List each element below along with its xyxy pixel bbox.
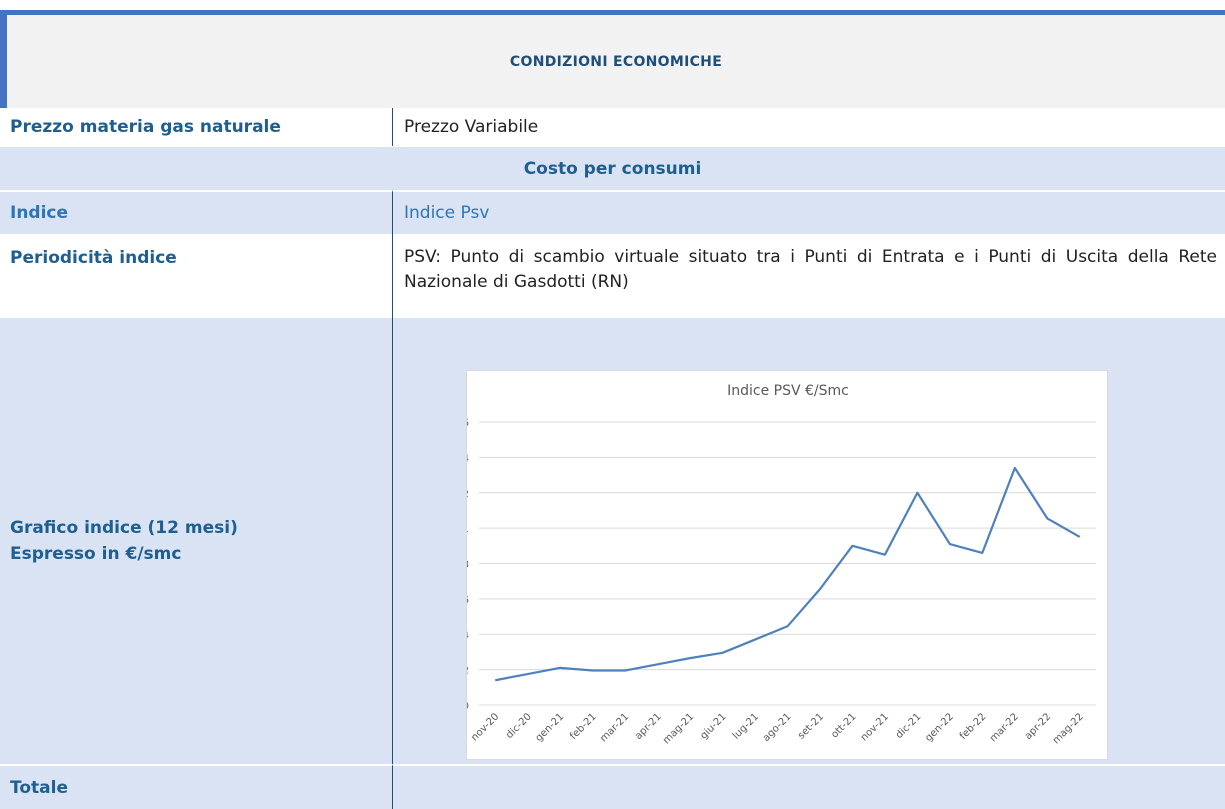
x-tick-label: dic-20: [504, 711, 534, 741]
x-tick-label: lug-21: [731, 711, 761, 741]
x-tick-label: giu-21: [698, 711, 728, 741]
row-value: PSV: Punto di scambio virtuale situato t…: [392, 234, 1225, 318]
label-line: Espresso in €/smc: [10, 544, 182, 564]
section-title: Costo per consumi: [523, 158, 702, 179]
x-tick-label: dic-21: [894, 711, 924, 741]
row-value: Indice Psv: [392, 190, 1225, 234]
x-tick-label: mar-21: [598, 711, 631, 744]
y-tick-label: 0,6: [466, 595, 469, 606]
chart-title: Indice PSV €/Smc: [727, 383, 849, 399]
x-tick-label: mar-22: [988, 711, 1021, 744]
section: Costo per consumi: [0, 146, 1225, 190]
y-tick-label: 1,2: [466, 489, 469, 500]
y-tick-label: 0: [466, 701, 469, 712]
x-tick-label: gen-22: [923, 711, 956, 744]
row-value: [392, 764, 1225, 809]
x-tick-label: feb-22: [958, 711, 989, 742]
chart: Indice PSV €/Smc 0 0,2 0,4 0,6 0,8 1 1,2 1,4 1,6…: [466, 370, 1108, 760]
x-tick-label: mag-21: [661, 711, 696, 746]
x-tick-label: feb-21: [568, 711, 599, 742]
x-tick-label: gen-21: [534, 711, 567, 744]
header-title: CONDIZIONI ECONOMICHE: [509, 53, 723, 70]
row-value: Prezzo Variabile: [392, 108, 1225, 146]
row-label: Indice: [0, 190, 392, 234]
x-tick-label: nov-20: [469, 711, 501, 743]
row-label: Totale: [0, 764, 392, 809]
y-tick-label: 1,4: [466, 453, 469, 464]
y-tick-label: 1,6: [466, 418, 469, 429]
y-tick-label: 0,8: [466, 560, 469, 571]
x-tick-label: mag-22: [1051, 711, 1086, 746]
x-tick-label: nov-21: [859, 711, 891, 743]
y-tick-label: 1: [466, 524, 469, 535]
data-line: [495, 466, 1081, 682]
row-label: Periodicità indice: [10, 248, 177, 268]
x-tick-label: ago-21: [761, 711, 794, 744]
y-tick-label: 0,4: [466, 630, 469, 641]
x-tick-label: apr-22: [1023, 711, 1054, 742]
x-tick-label: set-21: [796, 711, 826, 741]
x-tick-label: apr-21: [633, 711, 664, 742]
y-tick-label: 0,2: [466, 666, 469, 677]
x-tick-label: ott-21: [829, 711, 858, 740]
header: CONDIZIONI ECONOMICHE: [0, 10, 1225, 108]
row-label: Prezzo materia gas naturale: [10, 117, 281, 137]
label-line: Grafico indice (12 mesi): [10, 518, 238, 538]
row-label: Grafico indice (12 mesi) Espresso in €/s…: [0, 318, 392, 764]
